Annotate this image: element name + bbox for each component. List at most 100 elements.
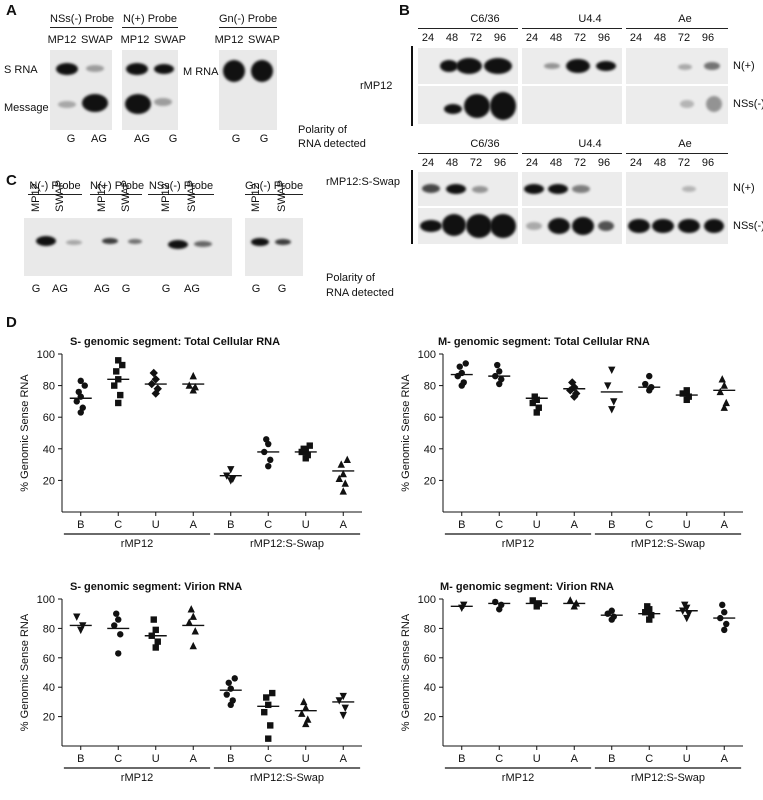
x-tick-label: A <box>721 753 729 765</box>
y-tick-label: 100 <box>37 349 55 361</box>
data-point <box>111 382 118 389</box>
data-point <box>339 487 347 495</box>
data-point <box>300 445 307 452</box>
x-tick-label: C <box>114 753 122 765</box>
data-point <box>460 379 467 386</box>
data-point <box>152 644 159 651</box>
polarity-caption-line2: RNA detected <box>298 138 366 150</box>
blot-band <box>102 238 118 244</box>
polarity-label: G <box>231 133 241 145</box>
x-tick-label: B <box>227 753 234 765</box>
data-point <box>683 387 690 394</box>
blot-band <box>82 94 108 112</box>
blot-band <box>440 60 458 72</box>
data-point <box>337 460 345 468</box>
y-tick-label: 60 <box>424 412 436 424</box>
group-label: rMP12:S-Swap <box>250 772 324 784</box>
blot-band <box>490 92 516 120</box>
blot-b-ae-n-swap <box>626 172 728 206</box>
lane-label: SWAP <box>248 34 280 46</box>
timepoint-label: 96 <box>701 157 715 169</box>
lane-label: MP12 <box>160 183 172 212</box>
data-point <box>304 715 312 723</box>
cell-underline <box>522 28 622 29</box>
data-point <box>341 704 349 712</box>
blot-b-u44-nss-swap <box>522 208 622 244</box>
y-axis-label: % Genomic Sense RNA <box>19 613 31 731</box>
lane-label: MP12 <box>30 183 42 212</box>
data-point <box>642 380 649 388</box>
y-tick-label: 40 <box>424 682 436 694</box>
group-label: rMP12:S-Swap <box>631 538 705 550</box>
data-point <box>339 711 347 720</box>
blot-band <box>652 219 674 233</box>
data-point <box>648 611 655 619</box>
blot-band <box>456 58 482 74</box>
blot-band <box>464 94 490 118</box>
timepoint-label: 96 <box>701 32 715 44</box>
blot-band <box>704 219 724 233</box>
y-tick-label: 20 <box>43 475 55 487</box>
x-tick-label: C <box>495 519 503 531</box>
polarity-label: G <box>277 283 287 295</box>
data-point <box>306 442 313 449</box>
data-point <box>456 363 463 370</box>
data-point <box>460 601 468 610</box>
data-point <box>718 375 726 383</box>
data-point <box>339 692 347 701</box>
data-point <box>685 393 692 400</box>
data-point <box>115 357 122 364</box>
polarity-label: G <box>168 133 178 145</box>
group-label: rMP12 <box>502 538 534 550</box>
x-tick-label: A <box>571 753 579 765</box>
timepoint-label: 72 <box>469 157 483 169</box>
blot-band <box>36 236 56 246</box>
blot-band <box>548 184 568 194</box>
data-point <box>339 469 347 478</box>
data-point <box>191 382 199 391</box>
blot-band <box>524 184 544 194</box>
blot-band <box>680 100 694 108</box>
blot-c-gn <box>245 218 303 276</box>
blot-band <box>125 94 151 114</box>
data-point <box>189 371 197 380</box>
x-tick-label: B <box>77 753 84 765</box>
blot-band <box>466 214 492 238</box>
polarity-label: G <box>161 283 171 295</box>
data-point <box>189 641 197 650</box>
cell-c636-bottom: C6/36 <box>470 138 500 150</box>
data-point <box>721 609 728 616</box>
timepoint-label: 72 <box>573 32 587 44</box>
x-tick-label: C <box>645 519 653 531</box>
data-point <box>570 392 579 401</box>
blot-b-ae-nss <box>626 86 728 124</box>
blot-band <box>444 104 462 114</box>
data-point <box>716 387 724 396</box>
y-tick-label: 20 <box>43 712 55 724</box>
data-point <box>529 597 536 604</box>
probe-n-plus-label: N(+) Probe <box>90 180 144 195</box>
scatter-chart: 20 40 60 80 100 % Genomic Sense RNA B C U A B C U ArM… <box>400 594 743 784</box>
data-point <box>187 605 195 613</box>
cell-u44-top: U4.4 <box>578 13 602 25</box>
timepoint-label: 72 <box>677 157 691 169</box>
group-bracket <box>411 170 413 244</box>
blot-band <box>422 184 440 193</box>
x-tick-label: C <box>645 753 653 765</box>
data-point <box>604 382 612 390</box>
blot-a-nss <box>50 50 112 130</box>
timepoint-label: 24 <box>525 157 539 169</box>
blot-band <box>472 186 488 193</box>
blot-b-u44-n <box>522 48 622 84</box>
timepoint-label: 48 <box>445 32 459 44</box>
row-nss-minus-label-top: NSs(-) <box>733 98 763 110</box>
polarity-caption-line1: Polarity of <box>298 124 347 136</box>
panel-a-label: A <box>6 2 17 19</box>
data-point <box>149 368 158 378</box>
x-tick-label: U <box>533 753 541 765</box>
timepoint-label: 24 <box>421 157 435 169</box>
polarity-caption-c-line1: Polarity of <box>326 272 375 284</box>
blot-band <box>628 219 650 233</box>
timepoint-label: 48 <box>549 157 563 169</box>
data-point <box>115 650 122 657</box>
